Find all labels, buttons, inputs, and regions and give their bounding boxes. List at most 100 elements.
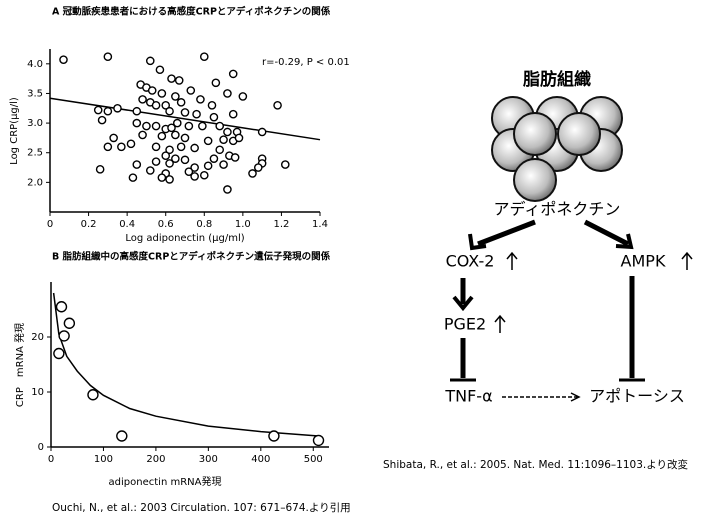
diagram-arrows <box>450 222 692 401</box>
point <box>162 152 169 159</box>
point <box>205 162 212 169</box>
point <box>114 105 121 112</box>
point <box>178 143 185 150</box>
point <box>208 102 215 109</box>
point <box>255 164 262 171</box>
point <box>230 70 237 77</box>
x-tick-label: 0.4 <box>119 219 135 230</box>
point <box>176 77 183 84</box>
x-tick-label: 0 <box>48 454 54 465</box>
node: TNF-α <box>444 387 492 406</box>
point <box>118 143 125 150</box>
point <box>152 158 159 165</box>
point <box>152 143 159 150</box>
fat-cells <box>492 97 622 201</box>
x-tick-label: 500 <box>304 454 323 465</box>
point <box>193 111 200 118</box>
point <box>235 134 242 141</box>
point <box>133 119 140 126</box>
point <box>199 122 206 129</box>
point <box>224 90 231 97</box>
point <box>259 128 266 135</box>
point <box>158 133 165 140</box>
point <box>249 170 256 177</box>
point <box>172 131 179 138</box>
node: PGE2 <box>444 315 486 334</box>
point <box>212 79 219 86</box>
point <box>168 75 175 82</box>
y-tick-label: 3.5 <box>27 88 43 99</box>
point <box>56 302 66 312</box>
point <box>220 161 227 168</box>
point <box>156 66 163 73</box>
point <box>210 114 217 121</box>
point <box>152 122 159 129</box>
point <box>88 390 98 400</box>
x-tick-label: 100 <box>94 454 113 465</box>
point <box>216 122 223 129</box>
y-axis-label: CRP mRNA 発現 <box>13 323 26 407</box>
point <box>269 431 279 441</box>
citation: Shibata, R., et al.: 2005. Nat. Med. 11:… <box>383 458 689 471</box>
point <box>191 173 198 180</box>
point <box>205 137 212 144</box>
y-tick-label: 10 <box>31 387 44 398</box>
point <box>54 349 64 359</box>
point <box>274 102 281 109</box>
point <box>181 134 188 141</box>
point <box>239 93 246 100</box>
point <box>64 318 74 328</box>
point <box>224 186 231 193</box>
point <box>147 167 154 174</box>
point <box>201 53 208 60</box>
point <box>191 144 198 151</box>
chart-title: B 脂肪組織中の高感度CRPとアディポネクチン遺伝子発現の関係 <box>52 251 331 263</box>
point <box>104 53 111 60</box>
page: {"chart_data": [ {"type": "scatter", "ti… <box>0 0 721 518</box>
point <box>158 90 165 97</box>
point <box>133 108 140 115</box>
point <box>158 174 165 181</box>
point <box>98 117 105 124</box>
x-axis-label: Log adiponectin (μg/ml) <box>125 233 244 244</box>
point <box>104 143 111 150</box>
y-tick-label: 20 <box>31 332 44 343</box>
point <box>60 56 67 63</box>
node: COX-2 <box>446 252 495 271</box>
point <box>110 134 117 141</box>
y-tick-label: 0 <box>38 442 44 453</box>
point <box>59 331 69 341</box>
point <box>224 128 231 135</box>
point <box>172 93 179 100</box>
point <box>97 166 104 173</box>
y-tick-label: 2.0 <box>27 177 43 188</box>
point <box>178 99 185 106</box>
point <box>282 161 289 168</box>
y-tick-label: 4.0 <box>27 59 43 70</box>
x-tick-label: 200 <box>146 454 165 465</box>
figure: 脂肪組織 アディポネクチン COX-2 AMPK PGE2 TNF-α アポトー… <box>0 0 721 518</box>
point <box>230 111 237 118</box>
point <box>129 174 136 181</box>
point <box>314 435 324 445</box>
x-axis-label: adiponectin mRNA発現 <box>109 475 222 488</box>
point <box>220 136 227 143</box>
point <box>174 119 181 126</box>
x-tick-label: 1.4 <box>312 219 328 230</box>
point <box>197 96 204 103</box>
point <box>232 154 239 161</box>
point <box>185 122 192 129</box>
point <box>152 102 159 109</box>
diagram-title: 脂肪組織 <box>523 69 591 90</box>
node: AMPK <box>621 252 666 271</box>
point <box>166 176 173 183</box>
point <box>166 108 173 115</box>
point <box>139 131 146 138</box>
point <box>147 57 154 64</box>
chart-title: A 冠動脈疾患患者における高感度CRPとアディポネクチンの関係 <box>52 6 331 18</box>
y-tick-label: 3.0 <box>27 118 43 129</box>
point <box>201 172 208 179</box>
point <box>166 160 173 167</box>
y-axis-label: Log CRP(μg/l) <box>9 97 20 165</box>
annotation: r=-0.29, P < 0.01 <box>262 57 350 68</box>
